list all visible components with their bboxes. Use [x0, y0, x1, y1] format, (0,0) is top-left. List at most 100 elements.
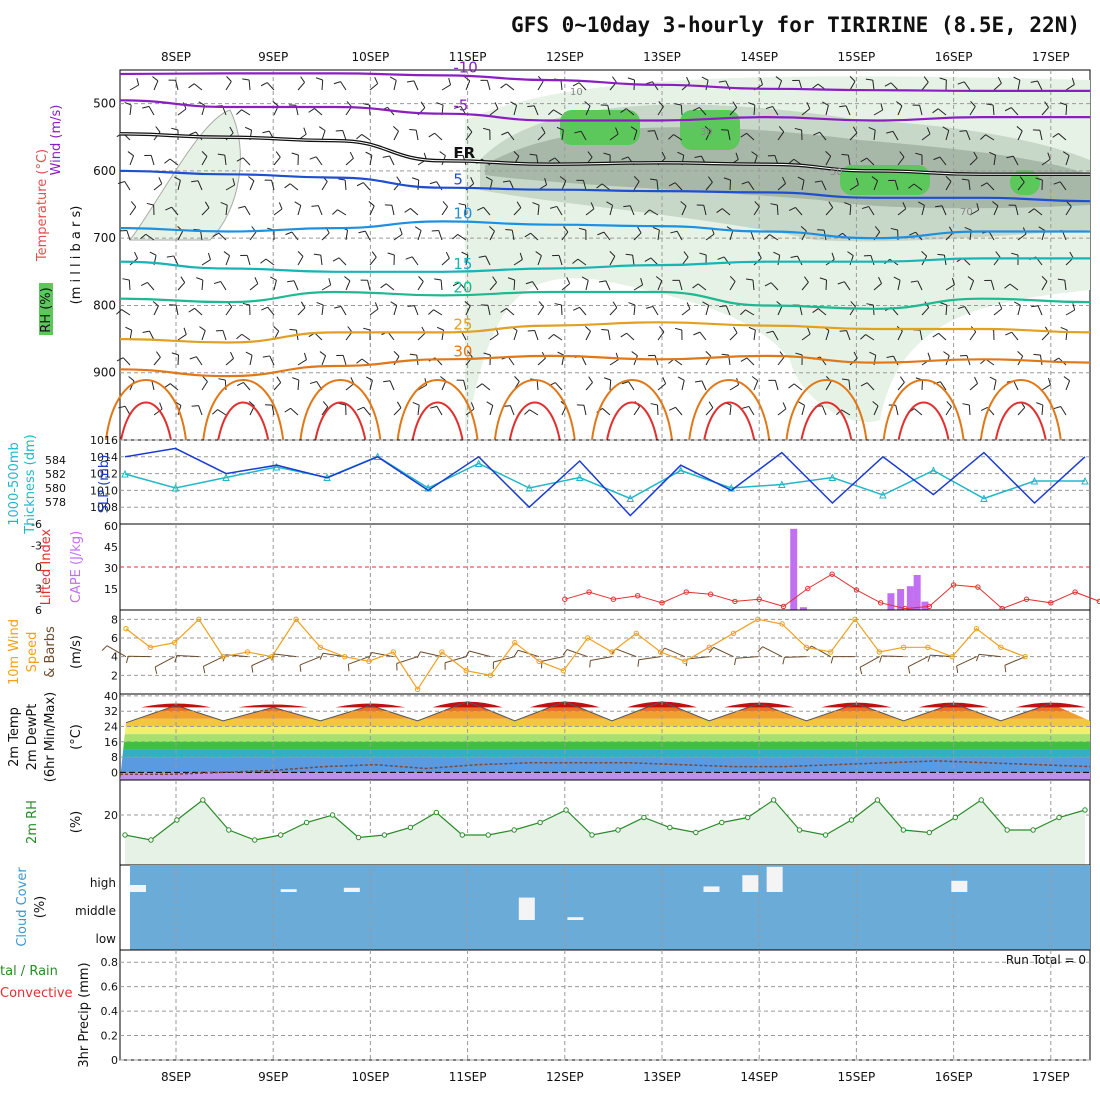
- upper-wind-barb-flag: [308, 108, 315, 113]
- upper-wind-barb-flag: [770, 203, 778, 206]
- upper-wind-barb: [626, 108, 635, 116]
- upper-wind-barb: [939, 156, 947, 166]
- upper-wind-barb: [921, 81, 929, 91]
- wind10-speed-point: [803, 644, 810, 651]
- upper-wind-barb: [848, 380, 851, 391]
- upper-wind-barb: [841, 409, 851, 416]
- upper-wind-barb-flag: [374, 77, 379, 84]
- wind10-speed-point: [317, 644, 324, 651]
- upper-wind-barb-flag: [309, 156, 317, 160]
- upper-wind-barb-flag: [453, 105, 461, 109]
- precip-panel: 0 0.2 0.4 0.6 0.8 Run Total = 0 tal / Rain Conv…: [0, 949, 1091, 1068]
- upper-pressure-label: (m i l l i b a r s): [69, 206, 84, 305]
- upper-wind-barb: [919, 105, 923, 116]
- upper-wind-barb-flag: [1006, 155, 1014, 159]
- upper-wind-barb-flag: [476, 383, 483, 389]
- upper-wind-barb: [753, 330, 756, 341]
- upper-wind-barb: [993, 308, 1003, 316]
- upper-wind-barb-flag: [957, 81, 965, 85]
- upper-wind-barb-flag: [1047, 152, 1051, 160]
- upper-wind-barb: [225, 358, 234, 366]
- upper-wind-barb: [145, 233, 155, 241]
- upper-wind-barb-flag: [535, 251, 542, 257]
- upper-wind-barb-flag: [191, 405, 199, 407]
- upper-wind-barb: [465, 408, 475, 416]
- upper-wind-barb: [393, 130, 399, 141]
- upper-wind-barb: [945, 232, 954, 241]
- upper-wind-barb-flag: [1052, 133, 1059, 138]
- upper-wind-barb: [753, 380, 759, 391]
- li-tick: 3: [35, 583, 42, 596]
- upper-wind-barb: [633, 406, 641, 416]
- upper-wind-barb: [153, 305, 159, 316]
- rh2m-point: [407, 824, 414, 831]
- rh2m-point: [459, 832, 465, 838]
- upper-wind-barb: [177, 354, 180, 366]
- upper-wind-barb-flag: [156, 351, 161, 358]
- rh2m-point: [485, 832, 491, 838]
- upper-wind-barb-flag: [1059, 102, 1067, 106]
- upper-wind-barb-flag: [242, 78, 250, 81]
- upper-wind-barb: [872, 80, 875, 91]
- upper-wind-barb-flag: [708, 401, 714, 408]
- upper-wind-barb: [821, 180, 827, 191]
- upper-wind-barb: [436, 406, 443, 416]
- upper-wind-barb-flag: [464, 301, 471, 307]
- upper-wind-barb-flag: [155, 126, 161, 133]
- thickness-point: [879, 490, 887, 499]
- upper-wind-barb: [1009, 283, 1019, 291]
- upper-wind-barb: [485, 255, 491, 266]
- temp-contour-label: -5: [453, 97, 468, 115]
- upper-wind-barb-flag: [621, 381, 629, 385]
- upper-wind-barb: [626, 332, 635, 341]
- upper-wind-barb-flag: [615, 127, 619, 135]
- upper-wind-barb: [317, 205, 323, 216]
- upper-wind-barb: [676, 231, 683, 241]
- upper-wind-barb: [433, 309, 443, 316]
- wind10-speed-point: [900, 644, 907, 651]
- upper-wind-barb-flag: [650, 403, 658, 406]
- upper-wind-barb-flag: [967, 276, 974, 282]
- upper-wind-barb: [897, 330, 903, 341]
- upper-wind-barb: [513, 105, 518, 116]
- wind10-tick: 8: [111, 613, 118, 626]
- upper-wind-barb: [128, 279, 131, 291]
- upper-wind-barb: [537, 306, 545, 316]
- precip-panel-frame: [119, 949, 1091, 1061]
- cape-bar: [897, 589, 905, 610]
- upper-wind-barb-flag: [766, 330, 774, 334]
- wind10-speed-point: [585, 635, 591, 641]
- upper-wind-barb-flag: [188, 83, 195, 89]
- upper-wind-barb: [273, 156, 281, 166]
- upper-wind-barb-flag: [844, 202, 852, 206]
- upper-wind-barb-flag: [759, 77, 763, 85]
- wind10-barb-flag: [907, 666, 911, 674]
- upper-wind-barb: [201, 381, 208, 391]
- upper-wind-barb: [340, 81, 347, 91]
- wind10-panel: 2 4 6 8 10m Wind Speed & Barbs (m/s): [7, 609, 1091, 695]
- upper-wind-barb-flag: [620, 108, 627, 113]
- upper-wind-barb-flag: [1028, 208, 1035, 214]
- upper-wind-barb-flag: [668, 182, 676, 187]
- upper-wind-barb: [241, 109, 251, 116]
- upper-wind-barb-flag: [418, 276, 424, 282]
- upper-wind-barb-flag: [1047, 377, 1051, 385]
- upper-wind-barb-flag: [640, 277, 644, 285]
- upper-wind-barb-flag: [541, 126, 546, 134]
- upper-wind-barb: [988, 231, 995, 241]
- upper-wind-barb: [297, 82, 305, 91]
- upper-wind-barb: [417, 230, 422, 241]
- upper-wind-barb: [417, 332, 426, 341]
- upper-wind-barb-flag: [1063, 376, 1070, 382]
- wind10-barb: [908, 656, 929, 668]
- cloud-block: [343, 887, 360, 892]
- upper-wind-barb-flag: [180, 276, 186, 283]
- thickness-point: [778, 480, 786, 488]
- upper-wind-barb: [964, 306, 971, 316]
- upper-wind-barb-flag: [699, 252, 707, 256]
- lifted-index-point: [926, 603, 932, 610]
- upper-wind-barb-flag: [861, 206, 869, 210]
- upper-wind-barb-flag: [407, 305, 415, 307]
- upper-wind-barb-flag: [332, 209, 338, 215]
- upper-wind-barb: [965, 130, 971, 141]
